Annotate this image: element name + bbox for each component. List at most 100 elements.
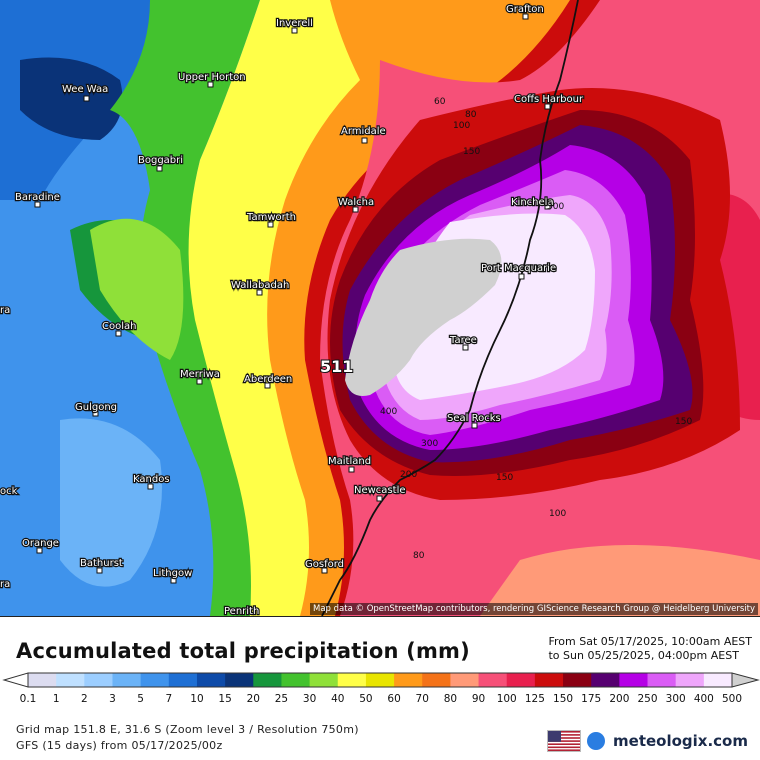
town-label: ra: [0, 579, 10, 590]
max-value-label: 511: [320, 357, 353, 376]
town-label: Aberdeen: [244, 374, 292, 385]
legend-panel: Accumulated total precipitation (mm) Fro…: [0, 617, 760, 760]
brand-name: meteologix.com: [613, 732, 748, 750]
scale-swatch: [112, 673, 142, 687]
town-label: Upper Horton: [178, 72, 246, 83]
town-label: Taree: [449, 335, 477, 346]
contour-label: 80: [465, 110, 477, 120]
scale-swatch: [563, 673, 592, 687]
town-label: Bathurst: [80, 558, 123, 569]
scale-tick-label: 70: [416, 693, 429, 705]
contour-label: 150: [463, 147, 480, 157]
meteologix-logo-icon: [587, 732, 606, 750]
town-label: Seal Rocks: [447, 413, 501, 424]
scale-tick-label: 3: [109, 693, 116, 705]
contour-labels: 60 80 100 150 300 150 400 300 200 150 10…: [380, 97, 692, 561]
contour-label: 300: [421, 439, 438, 449]
region-60mm: [267, 0, 570, 616]
scale-tick-label: 25: [275, 693, 288, 705]
scale-low-arrow: [2, 672, 29, 688]
scale-swatch: [647, 673, 677, 687]
forecast-period: From Sat 05/17/2025, 10:00am AEST to Sun…: [548, 635, 752, 663]
town-label: ock: [0, 486, 18, 497]
town-label: Kandos: [133, 474, 170, 485]
contour-label: 100: [453, 121, 470, 131]
scale-swatch: [675, 673, 705, 687]
town-label: Walcha: [338, 197, 374, 208]
scale-tick-label: 30: [303, 693, 316, 705]
scale-swatch: [140, 673, 170, 687]
model-info: GFS (15 days) from 05/17/2025/00z: [16, 739, 223, 752]
scale-swatch: [309, 673, 339, 687]
town-label: Inverell: [276, 18, 313, 29]
scale-swatch: [506, 673, 536, 687]
scale-swatch: [591, 673, 620, 687]
town-label: Coolah: [102, 321, 136, 332]
color-scale: 0.1 1 2 3 5 7 10 15 20 25 30 40 50 60 70 80 90 100 125 150 1…: [2, 672, 760, 705]
town-label: Penrith: [224, 606, 259, 616]
town-label: Newcastle: [354, 485, 406, 496]
town-label: Lithgow: [153, 568, 192, 579]
town-label: Wee Waa: [62, 84, 108, 95]
scale-tick-label: 5: [137, 693, 144, 705]
scale-swatch: [478, 673, 508, 687]
region-3mm: [60, 418, 162, 587]
scale-swatch: [450, 673, 480, 687]
scale-swatch: [225, 673, 254, 687]
scale-swatch: [28, 673, 57, 687]
scale-tick-label: 125: [525, 693, 545, 705]
scale-swatch: [84, 673, 113, 687]
scale-tick-label: 1: [53, 693, 60, 705]
legend-title: Accumulated total precipitation (mm): [16, 639, 470, 663]
region-30mm: [90, 218, 184, 360]
region-15mm: [20, 57, 123, 140]
town-label: Wallabadah: [231, 280, 289, 291]
scale-tick-label: 400: [694, 693, 714, 705]
contour-label: 150: [675, 417, 692, 427]
scale-tick-label: 100: [497, 693, 517, 705]
scale-tick-label: 200: [609, 693, 629, 705]
scale-tick-label: 0.1: [20, 693, 37, 705]
scale-tick-label: 250: [637, 693, 657, 705]
map-attribution: Map data © OpenStreetMap contributors, r…: [310, 603, 758, 615]
town-label: Armidale: [341, 126, 386, 137]
grid-info: Grid map 151.8 E, 31.6 S (Zoom level 3 /…: [16, 723, 359, 736]
scale-tick-label: 90: [472, 693, 485, 705]
map-canvas: 511 Grafton Inverell Wee Waa Upper Horto…: [0, 0, 760, 616]
scale-tick-label: 7: [165, 693, 172, 705]
scale-swatch: [337, 673, 367, 687]
town-label: Kinchela: [511, 197, 554, 208]
scale-swatch: [422, 673, 451, 687]
contour-label: 400: [380, 407, 397, 417]
scale-swatch: [619, 673, 649, 687]
scale-tick-label: 500: [722, 693, 742, 705]
town-label: Merriwa: [180, 369, 220, 380]
contour-label: 60: [434, 97, 446, 107]
contour-label: 300: [547, 202, 564, 212]
town-label: Orange: [22, 538, 59, 549]
us-flag-icon[interactable]: [547, 730, 582, 752]
town-label: Port Macquarie: [481, 263, 556, 274]
contour-label: 200: [400, 470, 417, 480]
scale-tick-label: 2: [81, 693, 88, 705]
scale-tick-label: 300: [666, 693, 686, 705]
contour-label: 150: [496, 473, 513, 483]
precipitation-map[interactable]: 511 Grafton Inverell Wee Waa Upper Horto…: [0, 0, 760, 617]
scale-swatch: [168, 673, 198, 687]
town-label: Boggabri: [138, 155, 183, 166]
scale-tick-label: 40: [331, 693, 344, 705]
period-to: to Sun 05/25/2025, 04:00pm AEST: [548, 649, 739, 662]
town-label: Gulgong: [75, 402, 117, 413]
town-label: Tamworth: [246, 212, 296, 223]
scale-swatch: [534, 673, 564, 687]
scale-tick-label: 20: [247, 693, 260, 705]
scale-tick-label: 15: [218, 693, 231, 705]
scale-swatch: [281, 673, 311, 687]
town-label: Coffs Harbour: [514, 94, 584, 105]
brand[interactable]: meteologix.com: [547, 730, 748, 752]
region-25mm: [110, 0, 260, 616]
scale-swatch: [196, 673, 226, 687]
scale-tick-label: 10: [190, 693, 203, 705]
contour-label: 100: [549, 509, 566, 519]
scale-swatch: [394, 673, 423, 687]
